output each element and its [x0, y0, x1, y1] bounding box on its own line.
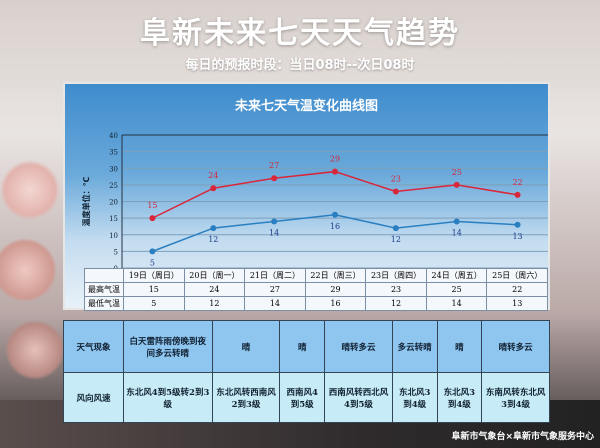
high-temp-cell: 24 — [183, 282, 246, 297]
low-temp-cell: 13 — [486, 296, 548, 311]
data-point — [271, 175, 278, 182]
data-point — [271, 218, 278, 225]
row-label: 最高气温 — [83, 282, 125, 297]
data-label: 24 — [208, 171, 218, 180]
footer-credit: 阜新市气象台×阜新市气象服务中心 — [451, 432, 594, 442]
page-subtitle: 每日的预报时段：当日08时--次日08时 — [185, 58, 415, 73]
row-label: 风向风速 — [63, 372, 124, 423]
y-tick-label: 15 — [109, 215, 118, 223]
date-cell: 19日（周日） — [123, 268, 185, 283]
condition-cell: 晴 — [211, 320, 281, 373]
data-point — [149, 215, 156, 222]
date-cell: 24日（周五） — [425, 268, 488, 283]
data-point — [332, 168, 338, 175]
data-point — [392, 225, 399, 232]
data-label: 12 — [208, 235, 218, 244]
data-point — [149, 248, 156, 255]
data-label: 14 — [269, 228, 279, 237]
data-point — [332, 211, 338, 218]
weather-table: 天气现象 白天雷阵雨傍晚到夜间多云转晴晴晴晴转多云 多云转晴晴晴转多云 风向风速 东北… — [63, 320, 550, 423]
row-label: 天气现象 — [63, 320, 124, 373]
y-tick-label: 20 — [109, 199, 118, 207]
data-label: 25 — [452, 168, 462, 177]
date-cell: 20日（周一） — [183, 268, 246, 283]
y-axis-label: 温度单位：℃ — [81, 176, 91, 226]
data-point — [453, 181, 460, 188]
table-row: 最高气温 15 24 27 29 23 25 22 — [83, 282, 548, 297]
condition-cell: 晴转多云 — [324, 320, 393, 373]
high-temp-cell: 23 — [365, 282, 427, 297]
data-label: 14 — [452, 228, 462, 237]
wind-cell: 东北风3到4级 — [436, 372, 483, 423]
condition-cell: 晴 — [436, 320, 483, 373]
data-point — [210, 225, 217, 232]
condition-cell: 晴转多云 — [481, 320, 550, 373]
low-temp-cell: 14 — [425, 296, 488, 311]
y-tick-label: 5 — [114, 248, 118, 256]
y-tick-label: 35 — [109, 149, 118, 157]
wind-cell: 西南风4到5级 — [279, 372, 326, 423]
condition-cell: 晴 — [279, 320, 326, 373]
high-temp-cell: 29 — [304, 282, 367, 297]
flower-decoration — [0, 150, 70, 380]
table-row: 最低气温 5 12 14 16 12 14 13 — [83, 296, 548, 311]
high-temp-cell: 25 — [425, 282, 488, 297]
data-label: 5 — [150, 258, 155, 267]
wind-cell: 东北风4到5级转2到3级 — [123, 372, 213, 423]
date-cell: 23日（周四） — [365, 268, 427, 283]
data-label: 23 — [391, 175, 401, 184]
chart-title: 未来七天气温变化曲线图 — [234, 99, 378, 114]
date-cell: 25日（周六） — [486, 268, 548, 283]
wind-cell: 东北风转西南风2到3级 — [211, 372, 281, 423]
y-tick-label: 25 — [109, 182, 118, 190]
wind-cell: 东南风转东北风3到4级 — [481, 372, 550, 423]
high-temp-cell: 22 — [486, 282, 548, 297]
data-point — [392, 188, 399, 195]
corner-cell — [83, 268, 125, 283]
data-point — [514, 191, 521, 198]
data-point — [514, 221, 521, 228]
date-cell: 21日（周二） — [244, 268, 306, 283]
temperature-table: 19日（周日） 20日（周一） 21日（周二） 22日（周三） 23日（周四） 24日（周… — [83, 268, 548, 311]
row-label: 最低气温 — [83, 296, 125, 311]
table-row: 风向风速 东北风4到5级转2到3级 东北风转西南风2到3级 西南风4到5级 西南风转西北… — [63, 372, 550, 423]
y-tick-label: 30 — [109, 165, 118, 173]
date-cell: 22日（周三） — [304, 268, 367, 283]
data-label: 27 — [269, 161, 279, 170]
data-label: 12 — [391, 235, 401, 244]
series-line — [152, 170, 518, 219]
data-label: 22 — [512, 178, 522, 187]
low-temp-cell: 12 — [183, 296, 246, 311]
low-temp-cell: 5 — [123, 296, 185, 311]
data-label: 15 — [147, 201, 157, 210]
data-point — [210, 185, 217, 192]
data-label: 13 — [512, 232, 522, 241]
series-line — [152, 214, 518, 253]
high-temp-cell: 15 — [123, 282, 185, 297]
data-point — [453, 218, 460, 225]
low-temp-cell: 12 — [365, 296, 427, 311]
wind-cell: 东北风3到4级 — [391, 372, 438, 423]
condition-cell: 白天雷阵雨傍晚到夜间多云转晴 — [123, 320, 213, 373]
wind-cell: 西南风转西北风4到5级 — [324, 372, 393, 423]
condition-cell: 多云转晴 — [391, 320, 438, 373]
low-temp-cell: 14 — [244, 296, 306, 311]
page-title: 阜新未来七天天气趋势 — [140, 16, 460, 51]
low-temp-cell: 16 — [304, 296, 367, 311]
data-label: 16 — [330, 222, 340, 231]
data-label: 29 — [330, 155, 340, 164]
y-tick-label: 10 — [109, 232, 118, 240]
table-row: 19日（周日） 20日（周一） 21日（周二） 22日（周三） 23日（周四） 24日（周… — [83, 268, 548, 283]
y-tick-label: 40 — [109, 132, 118, 140]
high-temp-cell: 27 — [244, 282, 306, 297]
table-row: 天气现象 白天雷阵雨傍晚到夜间多云转晴晴晴晴转多云 多云转晴晴晴转多云 — [63, 320, 550, 373]
